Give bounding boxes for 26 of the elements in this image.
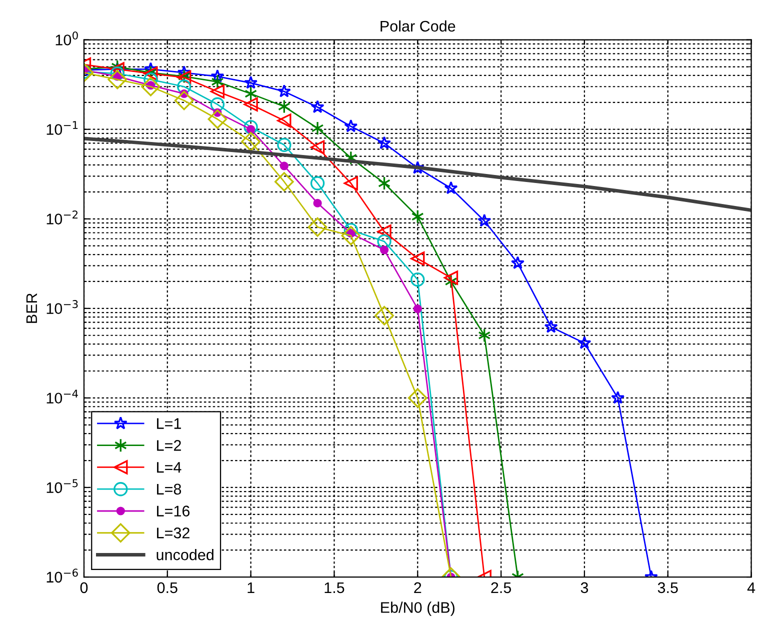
x-tick-label: 3.5 bbox=[658, 582, 678, 594]
x-tick-label: 1.5 bbox=[324, 582, 344, 594]
y-tick-label: 10$^{−2}$ bbox=[46, 210, 78, 224]
legend-label: L=8 bbox=[157, 484, 182, 495]
y-tick-label: 10$^{−6}$ bbox=[46, 568, 78, 583]
legend-label: L=32 bbox=[157, 528, 190, 538]
chart-title: Polar Code bbox=[380, 20, 456, 32]
x-tick-label: 0 bbox=[80, 582, 88, 594]
x-axis-title: Eb/N0 (dB) bbox=[381, 602, 454, 616]
y-tick-label: 10$^{−3}$ bbox=[46, 300, 78, 314]
x-tick-label: 0.5 bbox=[157, 582, 178, 594]
legend-label: L=2 bbox=[157, 440, 181, 451]
x-tick-label: 2.5 bbox=[491, 582, 512, 594]
x-tick-label: 4 bbox=[747, 582, 756, 593]
x-tick-label: 2 bbox=[414, 582, 422, 593]
legend-label: L=4 bbox=[157, 462, 182, 473]
x-tick-label: 3 bbox=[580, 582, 588, 594]
legend-label: L=1 bbox=[157, 418, 181, 429]
x-tick-label: 1 bbox=[248, 582, 254, 593]
y-tick-label: 10$^{0}$ bbox=[56, 31, 78, 46]
y-tick-label: 10$^{−1}$ bbox=[46, 121, 78, 135]
y-tick-label: 10$^{−4}$ bbox=[46, 390, 78, 404]
legend-label: L=16 bbox=[157, 506, 190, 516]
legend-label: uncoded bbox=[156, 549, 214, 560]
y-tick-label: 10$^{−5}$ bbox=[46, 479, 78, 494]
y-axis-title: BER bbox=[26, 293, 37, 323]
